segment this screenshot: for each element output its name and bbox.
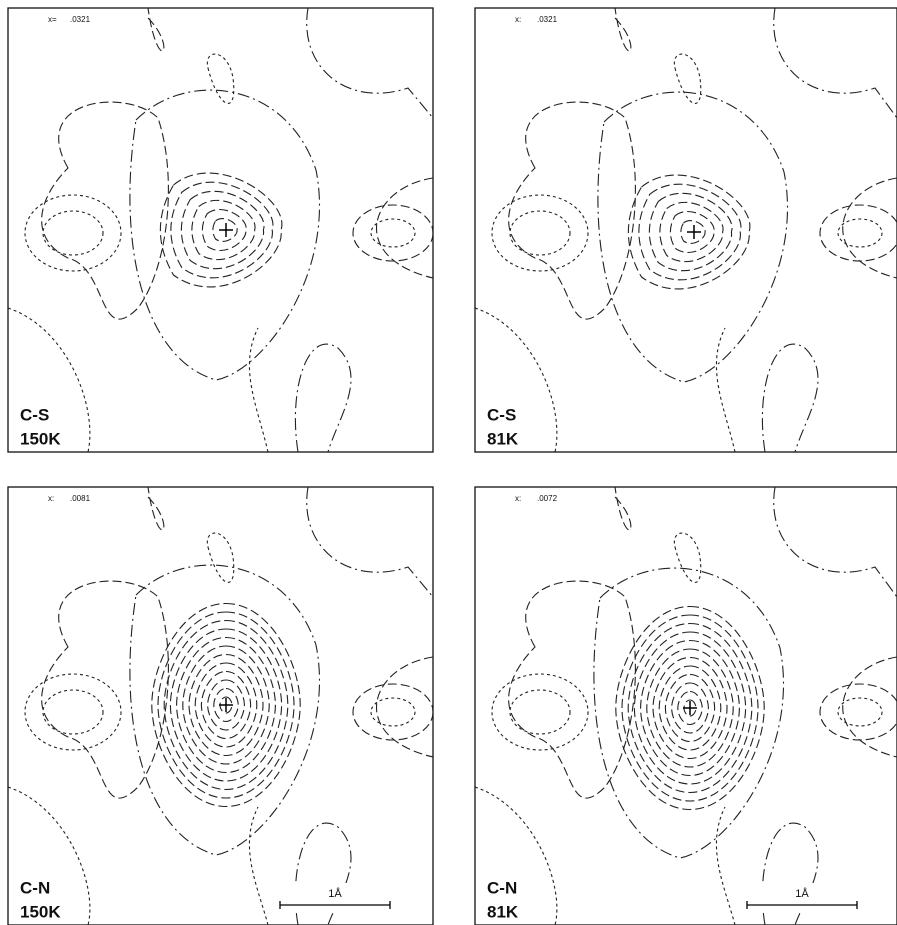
panel-border [475,8,897,452]
contour-line [674,533,700,582]
contour-line [353,684,433,740]
contour-line [615,487,631,530]
contour-line [843,657,897,757]
scale-label: 1Å [328,887,342,900]
x-value: .0081 [70,494,91,503]
contour-line [307,487,433,597]
contour-line [509,102,636,319]
contour-line [716,328,735,452]
x-label: x: [515,15,521,24]
contour-line [42,581,169,798]
contour-line [371,698,415,726]
contour-line [148,487,164,530]
scale-label: 1Å [795,887,809,900]
x-value: .0321 [70,15,91,24]
temperature-label: 81K [487,429,519,448]
contour-line [674,54,700,103]
contour-line [510,690,570,734]
contour-line [43,690,103,734]
bond-label: C-S [20,405,49,424]
contour-line [377,657,433,757]
contour-line [207,54,233,103]
contour-line [371,219,415,247]
bond-label: C-N [20,878,50,897]
bond-label: C-N [487,878,517,897]
contour-line [249,807,268,925]
contour-panel: x: .0081 C-N 150K 1Å [8,487,433,925]
x-value: .0321 [537,15,558,24]
x-label: x: [48,494,54,503]
contour-panel: x= .0321 C-S 150K [8,8,433,452]
contour-line [295,344,351,452]
contour-line [774,8,897,118]
contour-line [615,8,631,51]
contour-panel: x: .0321 C-S 81K [475,8,897,452]
contour-line [510,211,570,255]
contour-line [843,178,897,278]
panel-border [475,487,897,925]
contour-line [762,344,818,452]
bond-label: C-S [487,405,516,424]
contour-line [598,92,788,382]
contour-line [148,8,164,51]
contour-line [838,698,882,726]
contours [475,487,897,925]
contour-line [307,8,433,118]
contour-line [820,205,897,261]
center-cross [687,225,701,239]
contour-line [249,328,268,452]
contour-panel: x: .0072 C-N 81K 1Å [475,487,897,925]
contour-line [377,178,433,278]
contour-line [207,533,233,582]
contour-line [43,211,103,255]
center-cross [219,223,233,237]
figure: x= .0321 C-S 150K x: .0321 C-S 81K x: .0081 C-N 150… [0,0,897,925]
contour-line [838,219,882,247]
contour-line [42,102,169,319]
contours [8,487,433,925]
x-label: x= [48,15,57,24]
temperature-label: 81K [487,902,519,921]
contour-line [130,90,320,380]
contour-line [820,684,897,740]
contour-line [509,581,636,798]
temperature-label: 150K [20,902,61,921]
contours [475,8,897,452]
contour-line [716,807,735,925]
x-value: .0072 [537,494,558,503]
x-label: x: [515,494,521,503]
temperature-label: 150K [20,429,61,448]
contour-line [353,205,433,261]
contour-line [774,487,897,597]
